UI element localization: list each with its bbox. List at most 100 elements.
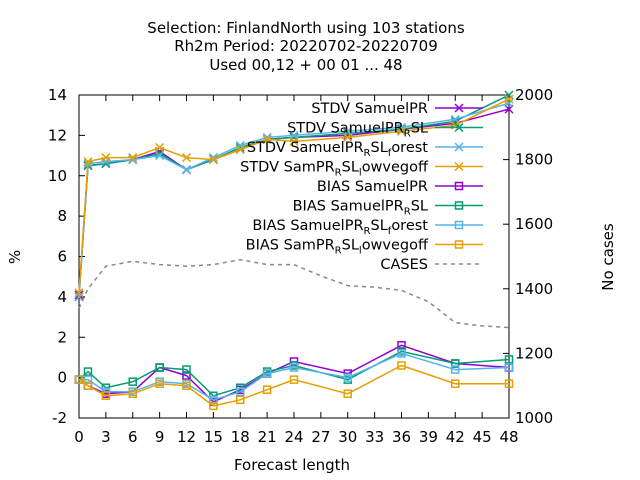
x-marker-stroke: [101, 153, 111, 163]
series-bias-sampr-rsl-owvegoff: [74, 361, 514, 411]
legend-label-subscript: R: [335, 168, 342, 179]
x-marker-stroke: [74, 288, 84, 298]
legend-label-subscript: l: [359, 168, 362, 179]
x-tick-label: 36: [392, 428, 411, 446]
x-tick-label: 24: [284, 428, 303, 446]
legend-label-subscript: l: [359, 246, 362, 257]
y-tick-label: 14: [48, 86, 67, 104]
data-point: [397, 341, 406, 350]
data-point: [236, 387, 245, 397]
legend-label-subscript: f: [388, 148, 392, 159]
data-point: [181, 165, 192, 175]
x-tick-label: 15: [204, 428, 223, 446]
legend-label-main: BIAS SamuelPR: [293, 199, 404, 215]
legend-label-subscript: R: [404, 129, 411, 140]
series-bias-samuelpr: [74, 341, 514, 407]
x-tick-label: 21: [258, 428, 277, 446]
x-marker-stroke: [454, 142, 464, 152]
x-marker-stroke: [235, 140, 245, 150]
x-marker-stroke: [181, 153, 192, 163]
series-layer: [74, 90, 514, 411]
y-tick-label: -2: [52, 409, 67, 427]
data-point: [451, 359, 460, 368]
x-marker-stroke: [235, 144, 245, 155]
series-line: [78, 102, 510, 297]
data-point: [235, 144, 245, 155]
data-point: [236, 395, 245, 405]
title-line-3: Used 00,12 + 00 01 ... 48: [209, 56, 402, 74]
y-axis-label: %: [6, 250, 24, 264]
legend-label-main: BIAS SamPR: [246, 238, 335, 254]
x-marker-stroke: [208, 153, 218, 163]
title-line-1: Selection: FinlandNorth using 103 statio…: [147, 19, 465, 37]
data-point: [289, 136, 299, 146]
data-point: [101, 153, 111, 163]
data-point: [396, 126, 407, 136]
data-point: [155, 142, 165, 153]
x-tick-label: 45: [473, 428, 492, 446]
data-point: [209, 401, 218, 411]
legend-label-tail: owvegoff: [362, 238, 429, 254]
data-point: [74, 375, 84, 384]
series-line: [78, 94, 510, 297]
series-line: [78, 258, 510, 329]
data-point: [101, 391, 111, 401]
legend-entry: STDV SamuelPRRSL: [287, 121, 483, 140]
x-marker-stroke: [396, 122, 407, 132]
x-marker-stroke: [343, 132, 353, 142]
x-tick-label: 27: [311, 428, 330, 446]
legend-label: BIAS SamuelPRRSLforest: [252, 218, 428, 237]
data-point: [451, 365, 460, 374]
x-tick-label: 33: [365, 428, 384, 446]
legend-label: STDV SamPRRSLlowvegoff: [240, 160, 429, 179]
legend-label-subscript: R: [364, 148, 371, 159]
legend-label-main: STDV SamuelPR: [287, 121, 404, 137]
x-marker-stroke: [504, 90, 514, 100]
legend-marker: [454, 220, 464, 230]
legend-label: BIAS SamuelPRRSL: [293, 199, 428, 218]
y2-tick-label: 1400: [515, 280, 553, 298]
legend-label-tail: owvegoff: [362, 160, 429, 176]
legend-label-main: BIAS SamuelPR: [252, 218, 363, 234]
y2-tick-label: 1800: [515, 151, 553, 169]
data-point: [208, 153, 218, 163]
data-point: [155, 379, 164, 388]
y-tick-label: 10: [48, 167, 67, 185]
series-bias-samuelpr-rsl: [74, 347, 514, 401]
legend-label-tail: SL: [342, 160, 359, 176]
x-marker-stroke: [83, 157, 93, 167]
legend-marker: [454, 161, 464, 172]
x-marker-stroke: [504, 94, 514, 104]
legend-entry: CASES: [380, 257, 483, 273]
y-tick-label: 2: [57, 328, 67, 346]
data-point: [262, 369, 272, 378]
data-point: [343, 389, 352, 399]
x-tick-label: 39: [419, 428, 438, 446]
x-tick-label: 0: [74, 428, 84, 446]
data-point: [208, 155, 218, 165]
legend-label-subscript: R: [364, 226, 371, 237]
legend-marker: [454, 103, 464, 113]
legend-label-main: STDV SamPR: [240, 160, 335, 176]
data-point: [128, 377, 137, 386]
title-line-2: Rh2m Period: 20220702-20220709: [174, 37, 438, 55]
legend-label-subscript: R: [335, 246, 342, 257]
y2-tick-label: 1200: [515, 344, 553, 362]
data-point: [74, 288, 84, 298]
legend-entry: BIAS SamPRRSLlowvegoff: [246, 238, 483, 257]
legend-marker: [454, 142, 464, 152]
legend-label: CASES: [380, 257, 428, 273]
legend-entry: BIAS SamuelPRRSLforest: [252, 218, 483, 237]
series-line: [78, 350, 510, 397]
data-point: [83, 157, 93, 167]
x-tick-label: 6: [128, 428, 138, 446]
data-point: [83, 381, 93, 390]
legend-label: BIAS SamPRRSLlowvegoff: [246, 238, 429, 257]
series-line: [78, 364, 509, 407]
legend-label: STDV SamuelPR: [311, 101, 428, 117]
x-marker-stroke: [454, 161, 464, 172]
data-point: [262, 134, 272, 144]
y-tick-label: 6: [57, 248, 67, 266]
y-tick-label: 0: [57, 369, 67, 387]
